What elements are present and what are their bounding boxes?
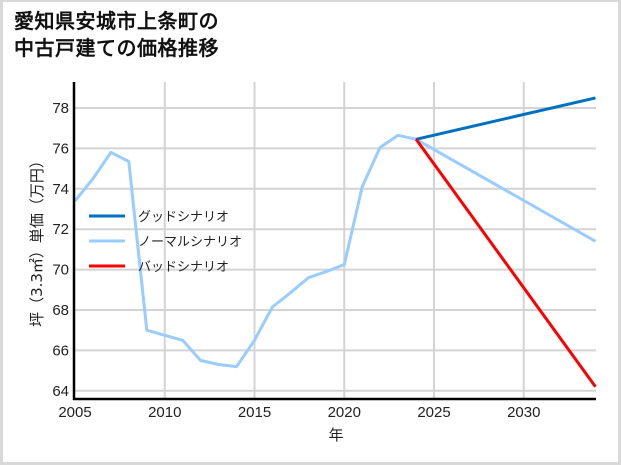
axes (72, 82, 596, 401)
y-tick-label: 64 (52, 383, 69, 400)
chart-title: 愛知県安城市上条町の 中古戸建ての価格推移 (14, 8, 219, 62)
x-tick-label: 2020 (328, 404, 361, 421)
y-tick-label: 66 (52, 342, 69, 359)
y-tick-label: 78 (52, 100, 69, 117)
x-tick-label: 2025 (417, 404, 450, 421)
y-tick-label: 74 (52, 181, 69, 198)
series-line (414, 138, 597, 388)
x-tick-label: 2015 (238, 404, 271, 421)
x-tick-label: 2030 (507, 404, 540, 421)
x-axis-ticks: 2005 2010 2015 2020 2025 2030 (58, 404, 540, 421)
y-tick-label: 76 (52, 140, 69, 157)
x-tick-label: 2005 (58, 404, 91, 421)
chart-title-line2: 中古戸建ての価格推移 (14, 36, 219, 60)
series-line (415, 96, 596, 141)
y-axis-ticks: 64 66 68 70 72 74 76 78 (52, 100, 69, 400)
y-axis-label: 坪（3.3㎡）単価（万円） (28, 153, 46, 327)
y-tick-label: 68 (52, 302, 69, 319)
chart-title-line1: 愛知県安城市上条町の (14, 9, 219, 33)
y-tick-label: 70 (52, 262, 69, 279)
legend-label: グッドシナリオ (138, 210, 229, 225)
y-tick-label: 72 (52, 221, 69, 238)
series-lines (73, 96, 597, 388)
x-axis-label: 年 (328, 426, 343, 444)
legend-label: バッドシナリオ (138, 260, 229, 275)
series-line (73, 133, 597, 369)
legend-label: ノーマルシナリオ (138, 235, 242, 250)
x-tick-label: 2010 (148, 404, 181, 421)
